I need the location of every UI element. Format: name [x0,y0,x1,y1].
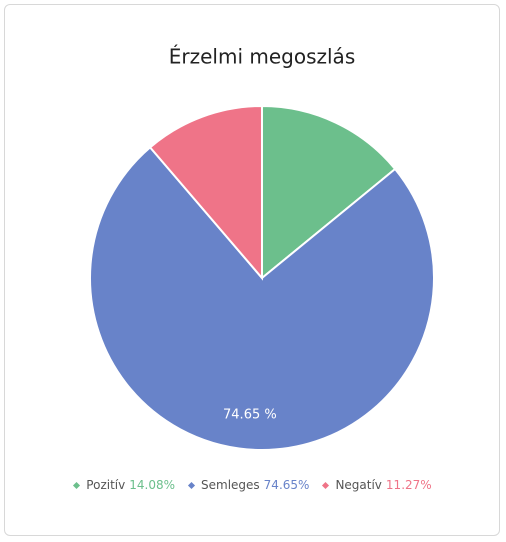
legend-item: Pozitív 14.08% [73,478,175,492]
legend-value: 74.65% [263,478,310,492]
legend-marker [322,481,330,489]
legend-marker [187,481,196,489]
legend: Pozitív 14.08% Semleges 74.65% Negatív 11.27% [0,478,506,492]
legend-value: 11.27% [385,478,432,492]
legend-label: Negatív [335,478,382,492]
legend-item: Negatív 11.27% [322,478,432,492]
data-label: 74.65 % [223,408,277,423]
legend-item: Semleges 74.65% [187,478,310,492]
chart-title: Érzelmi megoszlás [169,45,355,69]
pie-slice [89,145,435,451]
legend-label: Pozitív [86,478,126,492]
legend-marker [73,481,81,489]
chart: Érzelmi megoszlás 74.65 % [89,45,435,451]
pie-slice [148,104,263,281]
legend-value: 14.08% [129,478,175,492]
pie-slice [261,104,397,281]
legend-label: Semleges [201,478,260,492]
